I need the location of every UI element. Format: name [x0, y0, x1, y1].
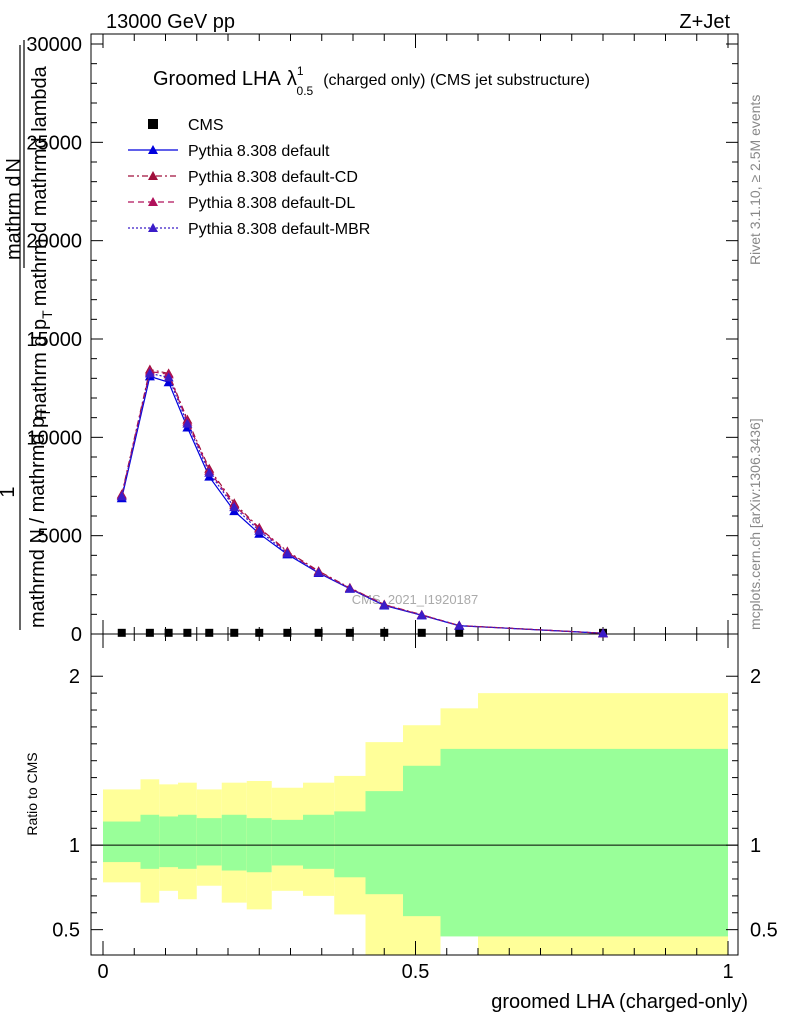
ratio-ytick-label: 1: [69, 835, 80, 857]
series-point-4: [282, 548, 293, 558]
process-label: Z+Jet: [679, 11, 730, 33]
series-point-4: [379, 600, 390, 610]
main-ytick-label: 20000: [26, 231, 82, 253]
series-line-2: [121, 368, 604, 634]
series-point-4: [144, 368, 155, 378]
ratio-inner-band: [103, 821, 141, 863]
legend-marker-cms: [148, 119, 158, 129]
ratio-inner-band: [140, 814, 160, 869]
cms-point: [255, 628, 264, 637]
series-point-4: [116, 491, 127, 501]
series-point-4: [598, 628, 608, 638]
main-ytick-label: 0: [71, 624, 82, 646]
cms-point: [417, 628, 426, 637]
series-line-4: [121, 372, 604, 634]
energy-label: 13000 GeV pp: [106, 11, 235, 33]
ratio-inner-band: [440, 748, 478, 937]
main-ylabel-upper-den: mathrm d pTmathrm d mathrmd lambda: [29, 65, 55, 420]
legend-marker-2: [148, 171, 158, 180]
legend-marker-1: [148, 145, 158, 154]
legend-marker-3: [148, 197, 158, 206]
series-point-4: [344, 583, 355, 593]
ratio-inner-band: [478, 748, 728, 937]
legend-label-3: Pythia 8.308 default-DL: [188, 195, 355, 212]
ratio-inner-band: [271, 819, 303, 866]
main-ytick-label: 10000: [26, 427, 82, 449]
series-point-4: [229, 502, 240, 512]
main-ytick-label: 5000: [38, 526, 83, 548]
series-point-4: [163, 372, 174, 382]
ratio-ytick-label-right: 2: [750, 666, 761, 688]
main-axes: 0 5000 10000 15000 20000 25000 30000: [26, 34, 738, 646]
main-ytick-label: 30000: [26, 34, 82, 56]
ratio-xtick-label: 1: [722, 961, 733, 983]
ratio-inner-band: [159, 816, 178, 868]
ratio-inner-band: [403, 765, 441, 917]
legend-label-1: Pythia 8.308 default: [188, 143, 330, 160]
cms-point: [230, 628, 239, 637]
series-point-4: [313, 567, 324, 577]
cms-point: [345, 628, 354, 637]
cms-point: [183, 628, 192, 637]
cms-point: [145, 628, 154, 637]
ratio-ytick-label-right: 1: [750, 835, 761, 857]
cms-point: [205, 628, 214, 637]
ratio-inner-band: [221, 814, 247, 871]
series-line-3: [121, 370, 604, 634]
x-axis-label: groomed LHA (charged-only): [491, 991, 748, 1013]
mcplots-label: mcplots.cern.ch [arXiv:1306.3436]: [747, 418, 763, 630]
ratio-xtick-label: 0.5: [402, 961, 430, 983]
ratio-inner-band: [178, 814, 197, 869]
ratio-inner-band: [303, 814, 335, 869]
ratio-xtick-label: 0: [97, 961, 108, 983]
cms-point: [380, 628, 389, 637]
main-ylabel-denominator: mathrmd N / mathrmd pT: [27, 408, 53, 628]
series-point-4: [454, 620, 465, 630]
main-ylabel-fraction-num: 1: [0, 486, 19, 497]
series-point-4: [416, 610, 427, 620]
main-ylabel-upper-num: mathrm dN: [3, 158, 25, 260]
rivet-label: Rivet 3.1.10, ≥ 2.5M events: [747, 95, 763, 265]
main-ytick-label: 15000: [26, 329, 82, 351]
ratio-ytick-label: 0.5: [52, 920, 80, 942]
ratio-inner-band: [334, 811, 366, 878]
ratio-ytick-label: 2: [69, 666, 80, 688]
ratio-inner-band: [365, 791, 403, 895]
series-point-4: [254, 525, 265, 535]
chart-title: Groomed LHA λ1 0.5(charged only) (CMS jet …: [153, 64, 590, 98]
cms-point: [117, 628, 126, 637]
ratio-inner-band: [196, 818, 222, 866]
ratio-bands: [91, 693, 738, 955]
legend: CMS Pythia 8.308 default Pythia 8.308 defa…: [128, 117, 370, 238]
main-series: [116, 364, 608, 638]
cms-point: [314, 628, 323, 637]
series-point-4: [204, 467, 215, 477]
ratio-axes: 0.5 0.5 1 1 2 2 0 0.5 1: [52, 634, 778, 983]
ratio-ytick-label-right: 0.5: [750, 920, 778, 942]
cms-point: [283, 628, 292, 637]
cms-point: [164, 628, 173, 637]
legend-label-4: Pythia 8.308 default-MBR: [188, 221, 370, 238]
series-point-4: [182, 418, 193, 428]
legend-label-0: CMS: [188, 117, 224, 134]
cms-point: [455, 628, 464, 637]
legend-label-2: Pythia 8.308 default-CD: [188, 169, 358, 186]
ratio-ylabel: Ratio to CMS: [24, 752, 40, 835]
main-ytick-label: 25000: [26, 132, 82, 154]
legend-marker-4: [148, 223, 158, 232]
